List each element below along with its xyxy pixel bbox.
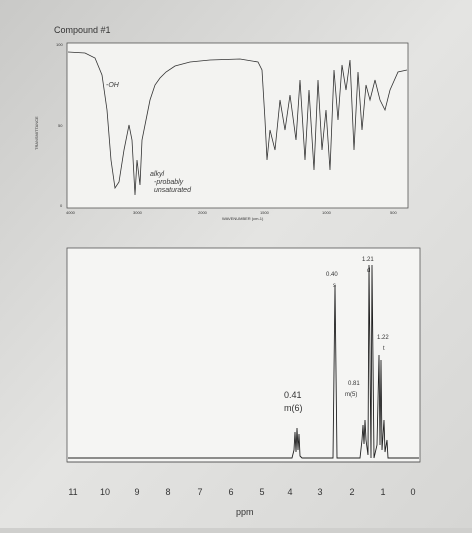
- peak-multiplicity: d: [367, 268, 370, 274]
- nmr-x-tick: 6: [228, 487, 233, 497]
- ir-curve: [67, 51, 408, 196]
- nmr-x-tick: 8: [165, 487, 170, 497]
- nmr-x-tick: 5: [259, 487, 264, 497]
- nmr-x-tick: 10: [100, 487, 110, 497]
- annotation: -OH: [106, 82, 120, 89]
- ir-x-tick: 1000: [322, 210, 332, 215]
- ir-x-tick: 4000: [66, 210, 76, 215]
- peak-integral: 0.41: [284, 390, 302, 400]
- nmr-x-tick: 3: [317, 487, 322, 497]
- peak-integral: 1.21: [362, 257, 374, 263]
- nmr-frame: [66, 247, 421, 463]
- peak-multiplicity: m(5): [345, 392, 357, 398]
- peak-integral: 0.40: [326, 272, 338, 278]
- ir-x-tick: 2000: [198, 210, 208, 215]
- ir-frame: [66, 42, 409, 209]
- peak-integral: 0.81: [348, 381, 360, 387]
- nmr-curve: [68, 264, 419, 459]
- nmr-ticks: 11 10 9 8 7 6 5 4 3 2 1 0: [68, 487, 415, 497]
- annotation: unsaturated: [154, 187, 192, 194]
- peak-multiplicity: s: [333, 283, 336, 289]
- nmr-x-tick: 7: [197, 487, 202, 497]
- ir-y-tick: 100: [56, 42, 63, 47]
- ir-x-tick: 3000: [133, 210, 143, 215]
- nmr-x-tick: 0: [410, 487, 415, 497]
- ir-x-tick: 1500: [260, 210, 270, 215]
- nmr-x-tick: 11: [68, 487, 77, 497]
- nmr-x-tick: 1: [380, 487, 385, 497]
- nmr-x-title: ppm: [236, 507, 254, 517]
- ir-y-title: TRANSMITTANCE: [34, 116, 39, 150]
- ir-x-title: WAVENUMBER (cm-1): [222, 216, 264, 221]
- ir-y-tick: 0: [60, 203, 63, 208]
- annotation: -probably: [154, 179, 184, 186]
- ir-x-tick: 500: [390, 210, 397, 215]
- peak-integral: 1.22: [377, 335, 389, 341]
- peak-multiplicity: m(6): [284, 403, 303, 413]
- ir-y-tick: 50: [58, 123, 63, 128]
- nmr-x-tick: 2: [349, 487, 354, 497]
- annotation: alkyl: [150, 171, 164, 178]
- peak-multiplicity: t: [383, 346, 385, 352]
- nmr-x-tick: 4: [287, 487, 292, 497]
- nmr-x-tick: 9: [134, 487, 139, 497]
- title: Compound #1: [54, 25, 111, 35]
